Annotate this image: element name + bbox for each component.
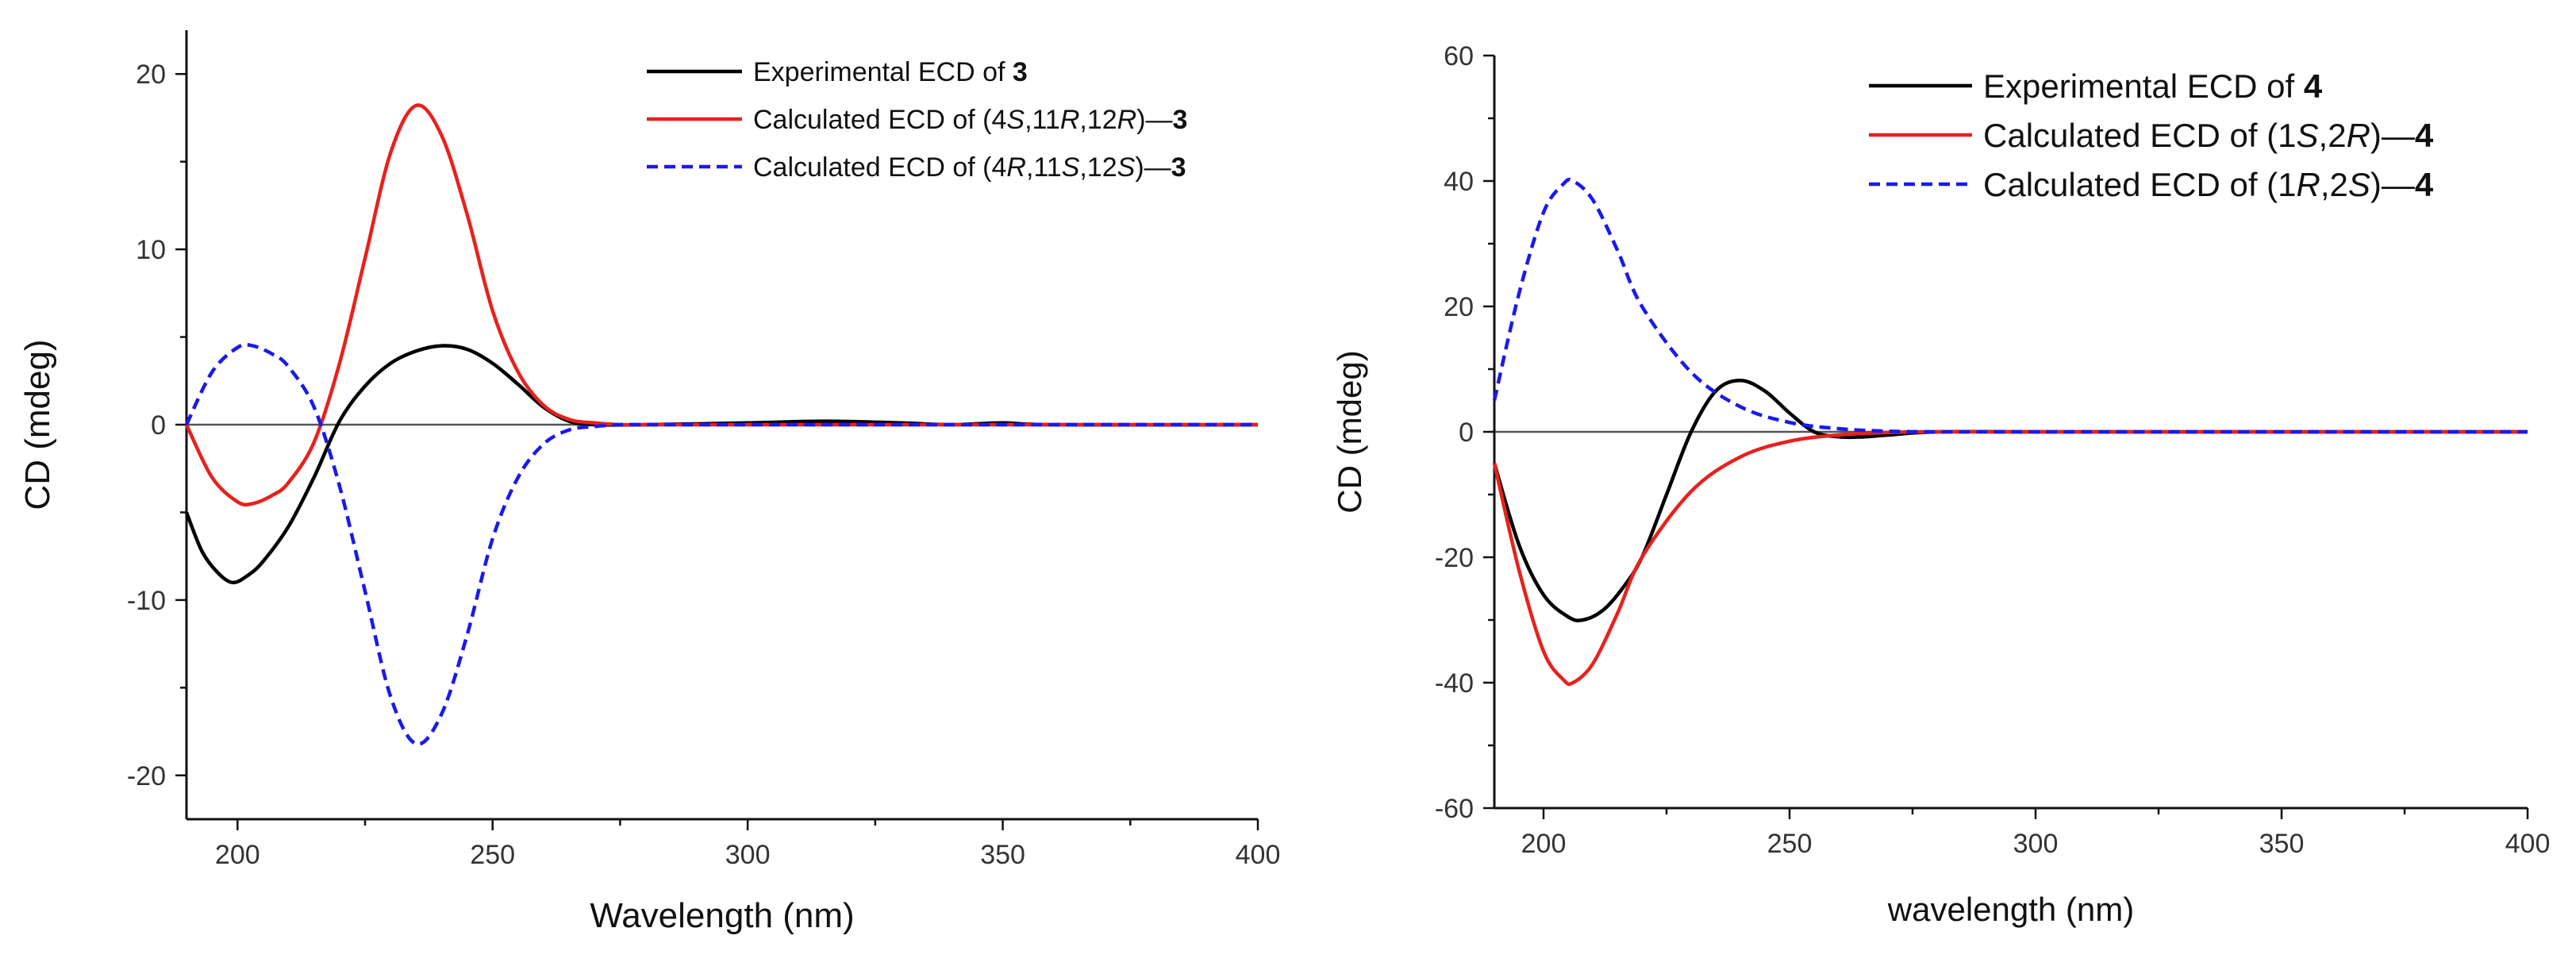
y-tick-label: 60 bbox=[1444, 41, 1474, 71]
y-tick-label: 20 bbox=[1444, 292, 1474, 322]
x-tick-label: 400 bbox=[2505, 829, 2551, 859]
x-axis-title: Wavelength (nm) bbox=[590, 896, 854, 935]
y-tick-label: -20 bbox=[1435, 543, 1474, 573]
y-tick-label: 40 bbox=[1444, 167, 1474, 197]
y-tick-label: -20 bbox=[127, 761, 166, 791]
series-line-3 bbox=[1492, 177, 2528, 434]
y-tick-label: 0 bbox=[151, 410, 166, 441]
legend-label-3: Calculated ECD of (1R,2S)—4 bbox=[1983, 166, 2434, 203]
legend-label-2: Calculated ECD of (1S,2R)—4 bbox=[1983, 117, 2434, 154]
x-tick-label: 200 bbox=[215, 840, 260, 870]
x-tick-label: 350 bbox=[2259, 829, 2305, 859]
chart-ecd-compound-4: 200 250 300 350 400 -60 -40 -20 0 20 40 60 wavelengt… bbox=[1331, 41, 2550, 928]
x-tick-label: 400 bbox=[1236, 840, 1281, 870]
x-tick-label: 250 bbox=[1767, 829, 1813, 859]
legend-label-1: Experimental ECD of 3 bbox=[753, 57, 1028, 87]
y-tick-label: -40 bbox=[1435, 668, 1474, 699]
legend-label-3: Calculated ECD of (4R,11S,12S)—3 bbox=[753, 152, 1186, 183]
series-line-2 bbox=[184, 103, 1258, 507]
legend-label-2: Calculated ECD of (4S,11R,12R)—3 bbox=[753, 105, 1187, 135]
y-tick-label: 20 bbox=[136, 60, 166, 90]
x-tick-label: 250 bbox=[470, 840, 515, 870]
series-line-2 bbox=[1492, 429, 2528, 687]
y-tick-label: 10 bbox=[136, 235, 166, 265]
x-tick-label: 300 bbox=[725, 840, 771, 870]
series-line-1 bbox=[184, 344, 1259, 585]
legend-label-1: Experimental ECD of 4 bbox=[1983, 67, 2323, 105]
chart-ecd-compound-3: 200 250 300 350 400 -20 -10 0 10 20 Wavelength (nm… bbox=[18, 30, 1280, 935]
x-tick-label: 200 bbox=[1521, 829, 1567, 859]
y-axis-title: CD (mdeg) bbox=[1331, 350, 1368, 513]
series-line-3 bbox=[184, 342, 1258, 746]
series-line-1 bbox=[1492, 378, 2528, 622]
y-axis-title: CD (mdeg) bbox=[18, 339, 57, 510]
x-tick-label: 300 bbox=[2013, 829, 2059, 859]
x-axis-title: wavelength (nm) bbox=[1887, 891, 2134, 928]
y-tick-label: 0 bbox=[1459, 418, 1474, 448]
y-tick-label: -10 bbox=[127, 586, 166, 616]
y-tick-label: -60 bbox=[1435, 794, 1474, 824]
x-tick-label: 350 bbox=[980, 840, 1025, 870]
